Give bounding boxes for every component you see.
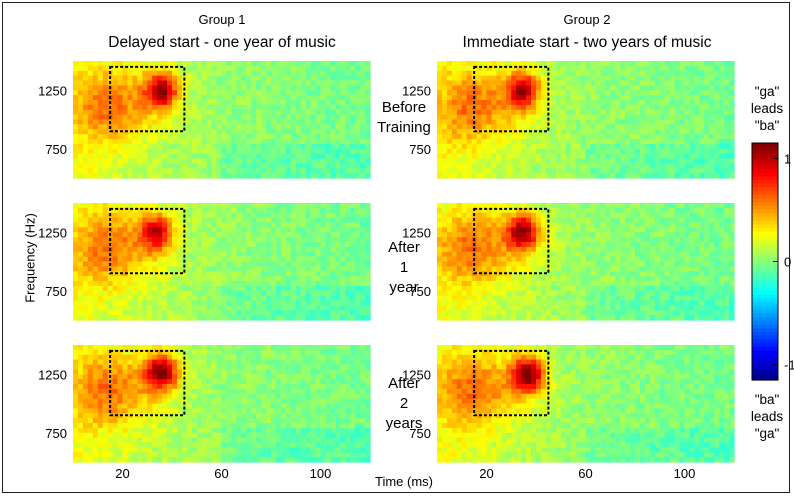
y-tick-label: 750 (45, 284, 67, 299)
group1-subtitle: Delayed start - one year of music (108, 34, 336, 51)
row-label-after-2-years: After 2 years (385, 375, 423, 432)
y-tick-label: 750 (45, 142, 67, 157)
y-tick-label: 1250 (402, 225, 431, 240)
colorbar-top-label: "ga" leads "ba" (750, 84, 784, 133)
roi-box-group1-row3 (109, 349, 186, 417)
row-label-after-1-year: After 1 year (388, 239, 420, 296)
heatmap-panel-group2-row3 (437, 345, 735, 463)
roi-box-group1-row1 (109, 65, 186, 133)
x-tick-label: 20 (479, 466, 493, 481)
y-tick-label: 750 (409, 142, 431, 157)
colorbar-bottom-label: "ba" leads "ga" (750, 392, 784, 441)
roi-box-group2-row3 (473, 349, 550, 417)
y-tick-label: 1250 (38, 367, 67, 382)
heatmap-panel-group1-row2 (73, 203, 371, 321)
y-tick-label: 750 (409, 284, 431, 299)
x-tick-label: 60 (214, 466, 228, 481)
roi-box-group1-row2 (109, 207, 186, 275)
heatmap-panel-group2-row1 (437, 61, 735, 179)
x-axis-title: Time (ms) (374, 474, 434, 489)
x-tick-label: 20 (115, 466, 129, 481)
x-tick-label: 100 (310, 466, 332, 481)
roi-box-group2-row2 (473, 207, 550, 275)
y-tick-label: 1250 (402, 83, 431, 98)
x-tick-label: 100 (674, 466, 696, 481)
y-tick-label: 1250 (402, 367, 431, 382)
roi-box-group2-row1 (473, 65, 550, 133)
group2-subtitle: Immediate start - two years of music (462, 34, 712, 51)
colorbar-tick-label: 0 (784, 255, 791, 270)
y-tick-label: 1250 (38, 83, 67, 98)
heatmap-panel-group2-row2 (437, 203, 735, 321)
y-tick-label: 1250 (38, 225, 67, 240)
x-tick-label: 60 (578, 466, 592, 481)
group1-label: Group 1 (198, 12, 246, 27)
group2-label: Group 2 (563, 12, 611, 27)
colorbar-tick-label: -1 (784, 358, 794, 373)
row-label-before-training: Before Training (377, 99, 431, 136)
y-tick-label: 750 (45, 426, 67, 441)
y-tick-label: 750 (409, 426, 431, 441)
colorbar (751, 142, 779, 381)
heatmap-panel-group1-row3 (73, 345, 371, 463)
colorbar-tick-label: 1 (784, 151, 791, 166)
heatmap-panel-group1-row1 (73, 61, 371, 179)
